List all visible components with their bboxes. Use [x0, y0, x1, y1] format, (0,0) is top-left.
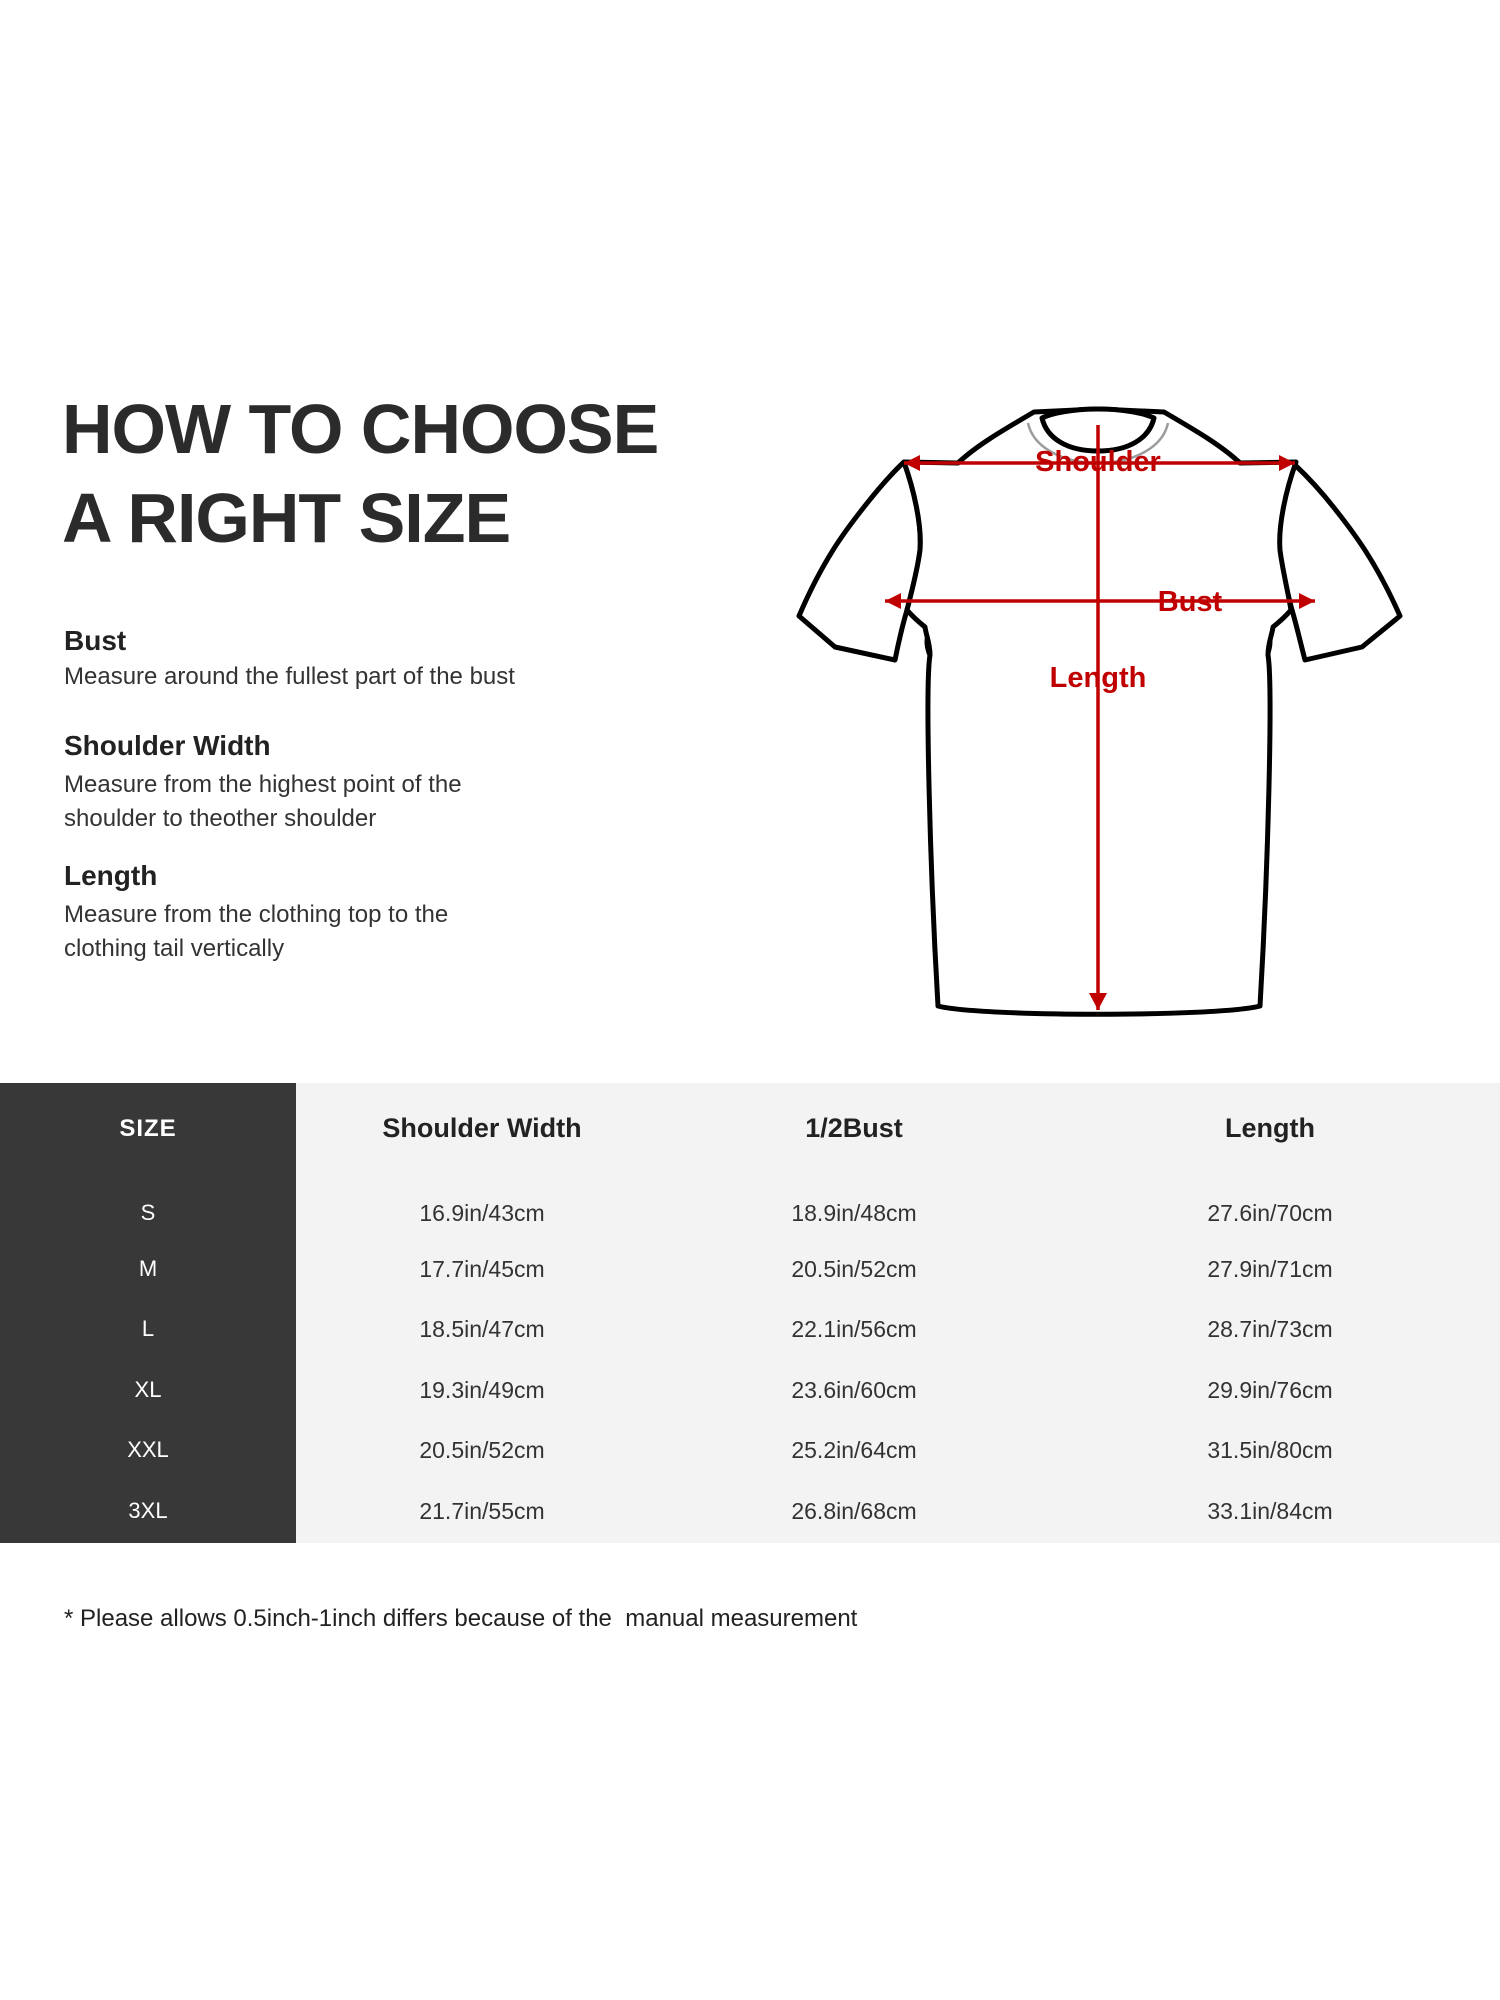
- svg-text:Length: Length: [1050, 662, 1147, 694]
- svg-text:Bust: Bust: [1158, 586, 1223, 618]
- svg-text:Shoulder: Shoulder: [1035, 446, 1161, 478]
